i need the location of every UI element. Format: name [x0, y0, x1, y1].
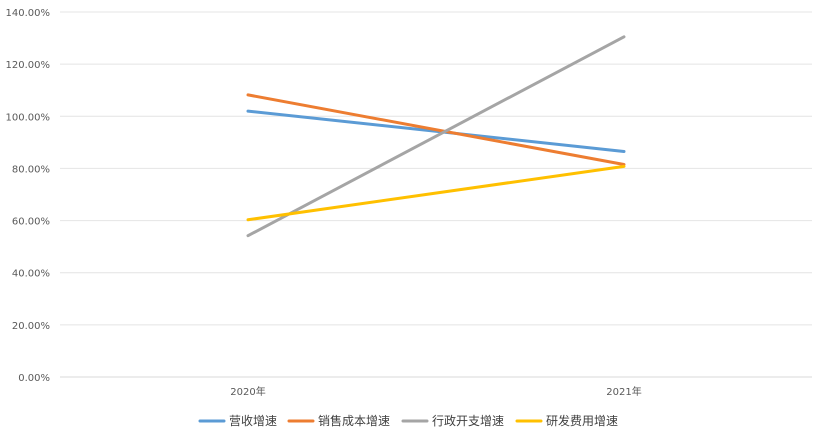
legend-item: 营收增速 [198, 414, 277, 428]
legend-item: 研发费用增速 [515, 413, 618, 428]
series-line-3 [246, 164, 626, 222]
x-axis-ticks: 2020年 2021年 [230, 385, 641, 398]
gridlines [60, 11, 812, 378]
legend-label: 研发费用增速 [546, 413, 618, 428]
y-tick-label: 140.00% [6, 8, 51, 19]
y-tick-label: 120.00% [6, 60, 51, 71]
series-lines [246, 35, 626, 238]
series-line-1 [246, 93, 626, 167]
series-line-0 [246, 109, 626, 153]
series-line-2 [246, 35, 626, 238]
y-axis-ticks: 0.00% 20.00% 40.00% 60.00% 80.00% 100.00% 120.… [6, 8, 51, 384]
y-tick-label: 20.00% [12, 321, 50, 332]
legend-label: 销售成本增速 [318, 413, 390, 428]
y-tick-label: 60.00% [12, 217, 50, 228]
y-tick-label: 40.00% [12, 269, 50, 280]
x-tick-label: 2021年 [606, 385, 641, 398]
x-tick-label: 2020年 [230, 385, 265, 398]
legend-item: 行政开支增速 [401, 414, 504, 428]
legend-label: 行政开支增速 [432, 414, 504, 428]
y-tick-label: 0.00% [18, 373, 50, 384]
legend-label: 营收增速 [229, 414, 277, 428]
legend: 营收增速 销售成本增速 行政开支增速 研发费用增速 [198, 413, 618, 428]
y-tick-label: 80.00% [12, 164, 50, 175]
y-tick-label: 100.00% [6, 112, 51, 123]
legend-item: 销售成本增速 [287, 413, 390, 428]
